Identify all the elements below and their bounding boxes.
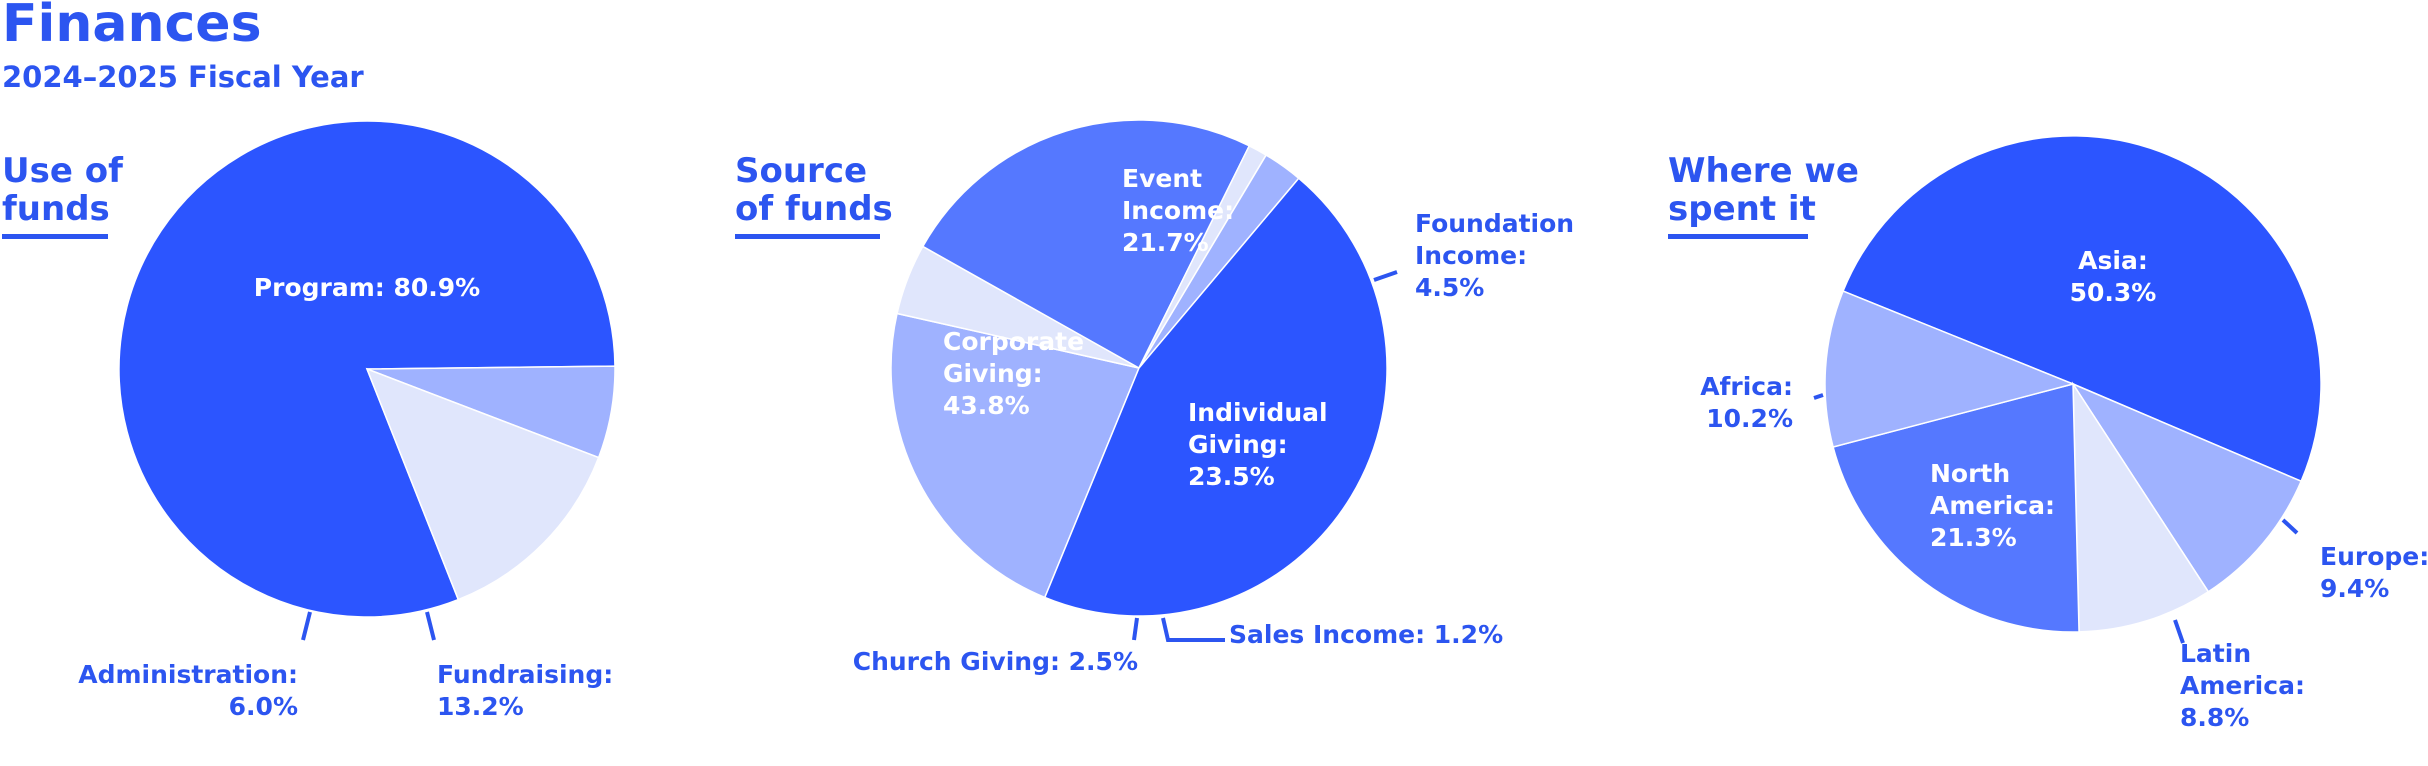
page-title: Finances (2, 0, 262, 54)
slice-label-individual-giving: Individual Giving: 23.5% (1188, 398, 1328, 491)
leader-line (2281, 518, 2299, 535)
chart-heading-source-of-funds: Source of funds (735, 152, 893, 239)
leader-line (425, 611, 436, 641)
pie-slice-africa (1824, 290, 2076, 448)
pie-chart-1: Event Income: 21.7% Foundation Income: 4.5% In… (853, 119, 1574, 676)
slice-label-administration: Administration: 6.0% (78, 660, 298, 721)
slice-label-latin-america: Latin America: 8.8% (2180, 639, 2305, 732)
leader-line (301, 611, 312, 641)
pie-chart-0: Program: 80.9% Administration: 6.0% Fundrai… (78, 120, 616, 721)
leader-line (1132, 617, 1139, 641)
chart-heading-use-of-funds: Use of funds (2, 152, 123, 239)
slice-label-fundraising: Fundraising: 13.2% (437, 660, 613, 721)
slice-label-europe: Europe: 9.4% (2320, 542, 2428, 603)
page-subtitle: 2024–2025 Fiscal Year (2, 60, 364, 94)
pie-slice-fundraising (365, 367, 600, 601)
slice-label-corporate-giving: Corporate Giving: 43.8% (943, 327, 1084, 420)
pie-slice-latin-america (2072, 381, 2210, 633)
pie-slice-event-income (890, 312, 1141, 599)
chart-heading-text: Use of funds (2, 151, 123, 229)
heading-underline (1668, 234, 1808, 239)
pie-slice-europe (2071, 382, 2303, 593)
heading-underline (2, 234, 108, 239)
slice-label-sales-income: Sales Income: 1.2% (1229, 620, 1503, 649)
leader-line (1161, 617, 1225, 642)
chart-heading-where-we-spent-it: Where we spent it (1668, 152, 1859, 239)
pie-slice-asia (1842, 135, 2322, 483)
slice-label-north-america: North America: 21.3% (1930, 459, 2055, 552)
chart-heading-text: Where we spent it (1668, 151, 1859, 229)
slice-label-africa: Africa: 10.2% (1700, 372, 1793, 433)
slice-label-church-giving: Church Giving: 2.5% (853, 647, 1138, 676)
heading-underline (735, 234, 880, 239)
pie-slice-north-america (1832, 383, 2080, 633)
chart-heading-text: Source of funds (735, 151, 893, 229)
slice-label-asia: Asia: 50.3% (2070, 246, 2157, 307)
leader-line (1813, 393, 1824, 400)
slice-label-program: Program: 80.9% (254, 273, 480, 302)
pie-slice-individual-giving (921, 119, 1251, 370)
leader-line (2173, 619, 2185, 644)
slice-label-event-income: Event Income: 21.7% (1122, 164, 1234, 257)
leader-line (1373, 270, 1398, 282)
slice-label-foundation-income: Foundation Income: 4.5% (1415, 209, 1574, 302)
pie-chart-2: Asia: 50.3% Europe: 9.4%Latin America: 8.8% No… (1700, 135, 2428, 732)
pie-slice-corporate-giving (1043, 177, 1388, 617)
